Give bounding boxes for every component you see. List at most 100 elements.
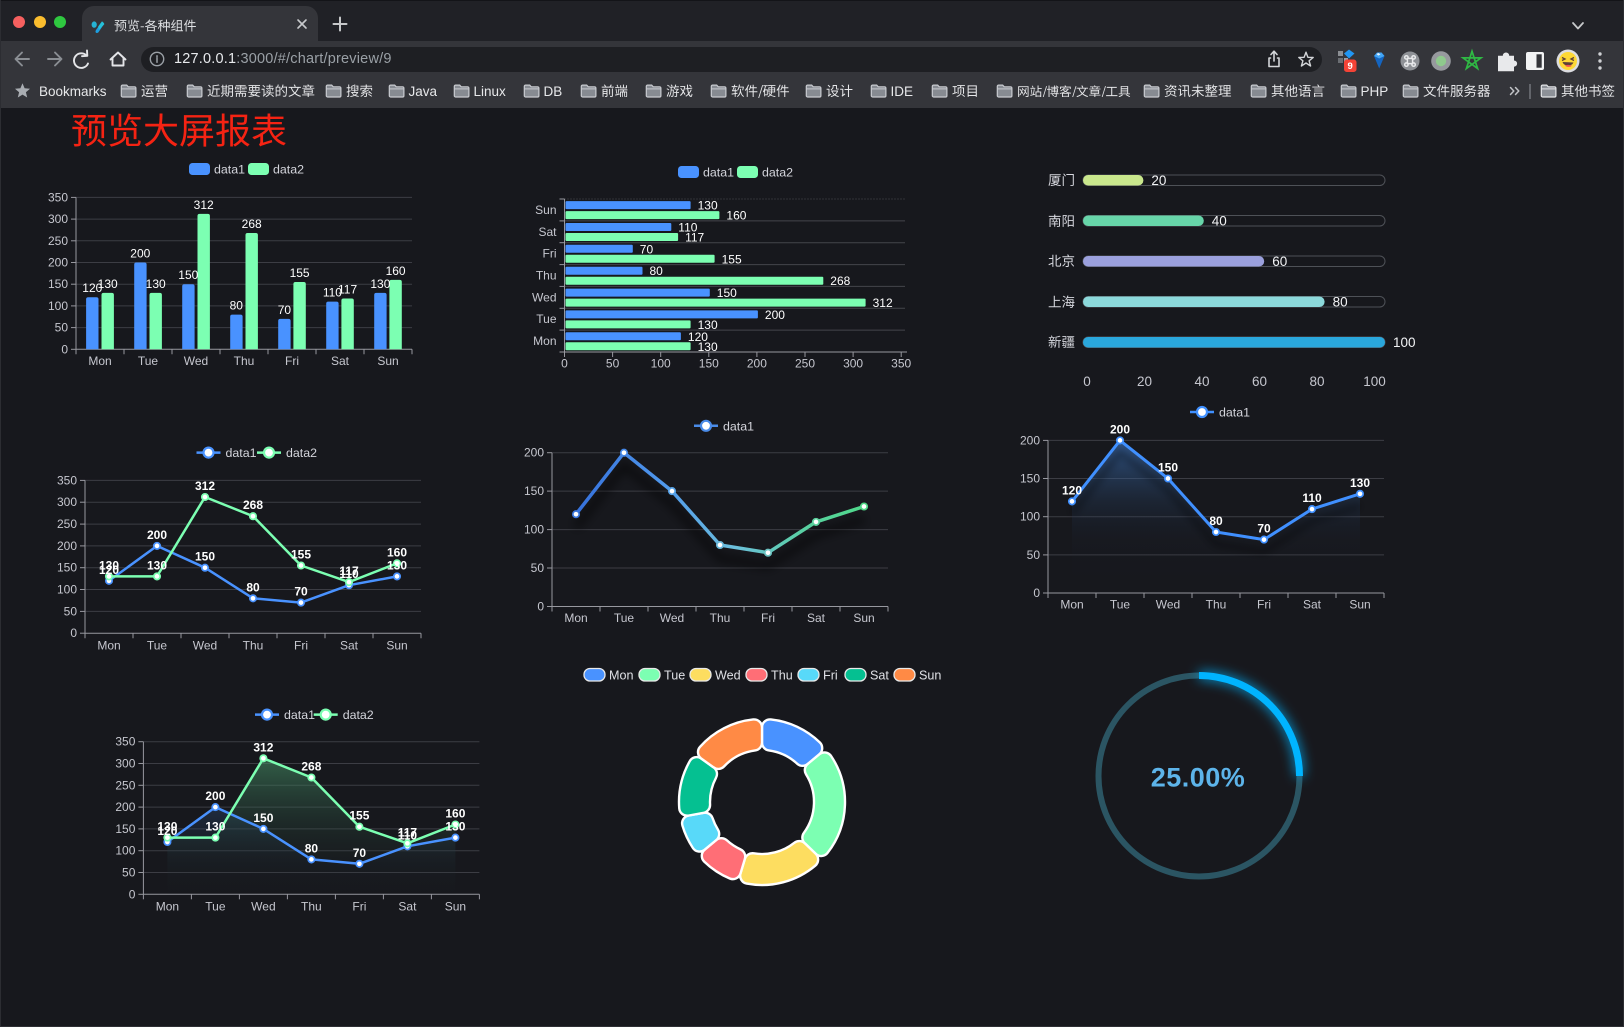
svg-text:data1: data1 <box>214 163 245 177</box>
svg-text:155: 155 <box>722 252 742 266</box>
svg-text:200: 200 <box>1110 422 1130 436</box>
svg-text:160: 160 <box>445 807 465 821</box>
svg-text:160: 160 <box>386 264 406 278</box>
svg-text:200: 200 <box>1020 433 1040 447</box>
svg-text:300: 300 <box>115 757 135 771</box>
svg-text:Wed: Wed <box>532 290 556 304</box>
svg-text:Sun: Sun <box>1349 598 1370 612</box>
svg-text:Thu: Thu <box>301 900 322 914</box>
svg-text:250: 250 <box>57 517 77 531</box>
svg-text:Fri: Fri <box>761 611 775 625</box>
svg-text:data1: data1 <box>723 419 754 433</box>
svg-text:Sun: Sun <box>386 639 407 653</box>
svg-text:200: 200 <box>115 800 135 814</box>
svg-text:0: 0 <box>537 600 544 614</box>
svg-text:130: 130 <box>1350 476 1370 490</box>
svg-text:Wed: Wed <box>251 900 275 914</box>
svg-text:80: 80 <box>230 299 244 313</box>
svg-text:Tue: Tue <box>1110 598 1131 612</box>
svg-text:70: 70 <box>353 846 367 860</box>
svg-text:200: 200 <box>524 446 544 460</box>
svg-text:200: 200 <box>765 308 785 322</box>
svg-text:50: 50 <box>64 604 78 618</box>
svg-text:20: 20 <box>1137 374 1152 389</box>
svg-text:80: 80 <box>650 264 664 278</box>
svg-text:200: 200 <box>205 789 225 803</box>
svg-text:150: 150 <box>524 484 544 498</box>
svg-text:130: 130 <box>387 558 407 572</box>
svg-text:Wed: Wed <box>193 639 217 653</box>
svg-text:80: 80 <box>1309 374 1324 389</box>
svg-text:150: 150 <box>717 286 737 300</box>
svg-text:Sat: Sat <box>807 611 826 625</box>
svg-text:350: 350 <box>891 357 911 371</box>
svg-text:70: 70 <box>640 242 654 256</box>
svg-text:Thu: Thu <box>1206 598 1227 612</box>
svg-text:50: 50 <box>55 321 69 335</box>
svg-text:155: 155 <box>349 809 369 823</box>
svg-text:110: 110 <box>1302 491 1322 505</box>
svg-text:data1: data1 <box>284 708 315 722</box>
svg-text:155: 155 <box>291 548 311 562</box>
svg-text:150: 150 <box>253 811 273 825</box>
svg-text:Fri: Fri <box>543 247 557 261</box>
svg-text:268: 268 <box>830 274 850 288</box>
svg-text:300: 300 <box>57 495 77 509</box>
svg-text:Fri: Fri <box>285 354 299 368</box>
svg-text:100: 100 <box>1363 374 1386 389</box>
svg-text:0: 0 <box>561 357 568 371</box>
svg-text:Mon: Mon <box>564 611 587 625</box>
svg-text:150: 150 <box>115 822 135 836</box>
svg-text:130: 130 <box>698 340 718 354</box>
svg-text:Fri: Fri <box>294 639 308 653</box>
svg-text:130: 130 <box>147 558 167 572</box>
svg-text:100: 100 <box>1020 510 1040 524</box>
svg-text:130: 130 <box>157 820 177 834</box>
svg-text:50: 50 <box>1027 548 1041 562</box>
svg-text:117: 117 <box>398 825 418 839</box>
svg-text:data2: data2 <box>762 166 793 180</box>
svg-text:Thu: Thu <box>771 668 793 682</box>
svg-text:50: 50 <box>122 866 136 880</box>
svg-text:130: 130 <box>98 277 118 291</box>
svg-text:Sat: Sat <box>331 354 350 368</box>
svg-text:150: 150 <box>1020 472 1040 486</box>
svg-text:Wed: Wed <box>184 354 208 368</box>
svg-text:100: 100 <box>651 357 671 371</box>
svg-text:100: 100 <box>115 844 135 858</box>
svg-text:Sun: Sun <box>919 668 941 682</box>
svg-text:50: 50 <box>606 357 620 371</box>
svg-text:data2: data2 <box>343 708 374 722</box>
svg-text:312: 312 <box>194 198 214 212</box>
svg-text:Mon: Mon <box>1060 598 1083 612</box>
svg-text:Tue: Tue <box>138 354 159 368</box>
svg-text:Wed: Wed <box>1156 598 1180 612</box>
svg-text:268: 268 <box>243 498 263 512</box>
svg-text:200: 200 <box>130 247 150 261</box>
svg-text:0: 0 <box>1083 374 1091 389</box>
svg-text:110: 110 <box>398 828 418 842</box>
svg-text:70: 70 <box>278 303 292 317</box>
svg-text:Fri: Fri <box>823 668 838 682</box>
svg-text:data2: data2 <box>286 446 317 460</box>
svg-text:200: 200 <box>747 357 767 371</box>
svg-text:Tue: Tue <box>664 668 685 682</box>
svg-text:20: 20 <box>1151 173 1166 188</box>
svg-text:200: 200 <box>147 528 167 542</box>
svg-text:data2: data2 <box>273 163 304 177</box>
svg-text:300: 300 <box>48 212 68 226</box>
svg-text:data1: data1 <box>1219 406 1250 420</box>
svg-text:312: 312 <box>253 740 273 754</box>
svg-text:80: 80 <box>1209 514 1223 528</box>
svg-text:200: 200 <box>48 256 68 270</box>
svg-text:117: 117 <box>339 564 359 578</box>
svg-text:Mon: Mon <box>97 639 120 653</box>
svg-text:Tue: Tue <box>205 900 226 914</box>
svg-text:Mon: Mon <box>156 900 179 914</box>
svg-text:120: 120 <box>99 563 119 577</box>
svg-text:160: 160 <box>387 545 407 559</box>
svg-text:9: 9 <box>1348 61 1353 72</box>
svg-text:25.00%: 25.00% <box>1151 763 1246 793</box>
svg-text:100: 100 <box>524 523 544 537</box>
svg-text:Tue: Tue <box>614 611 635 625</box>
